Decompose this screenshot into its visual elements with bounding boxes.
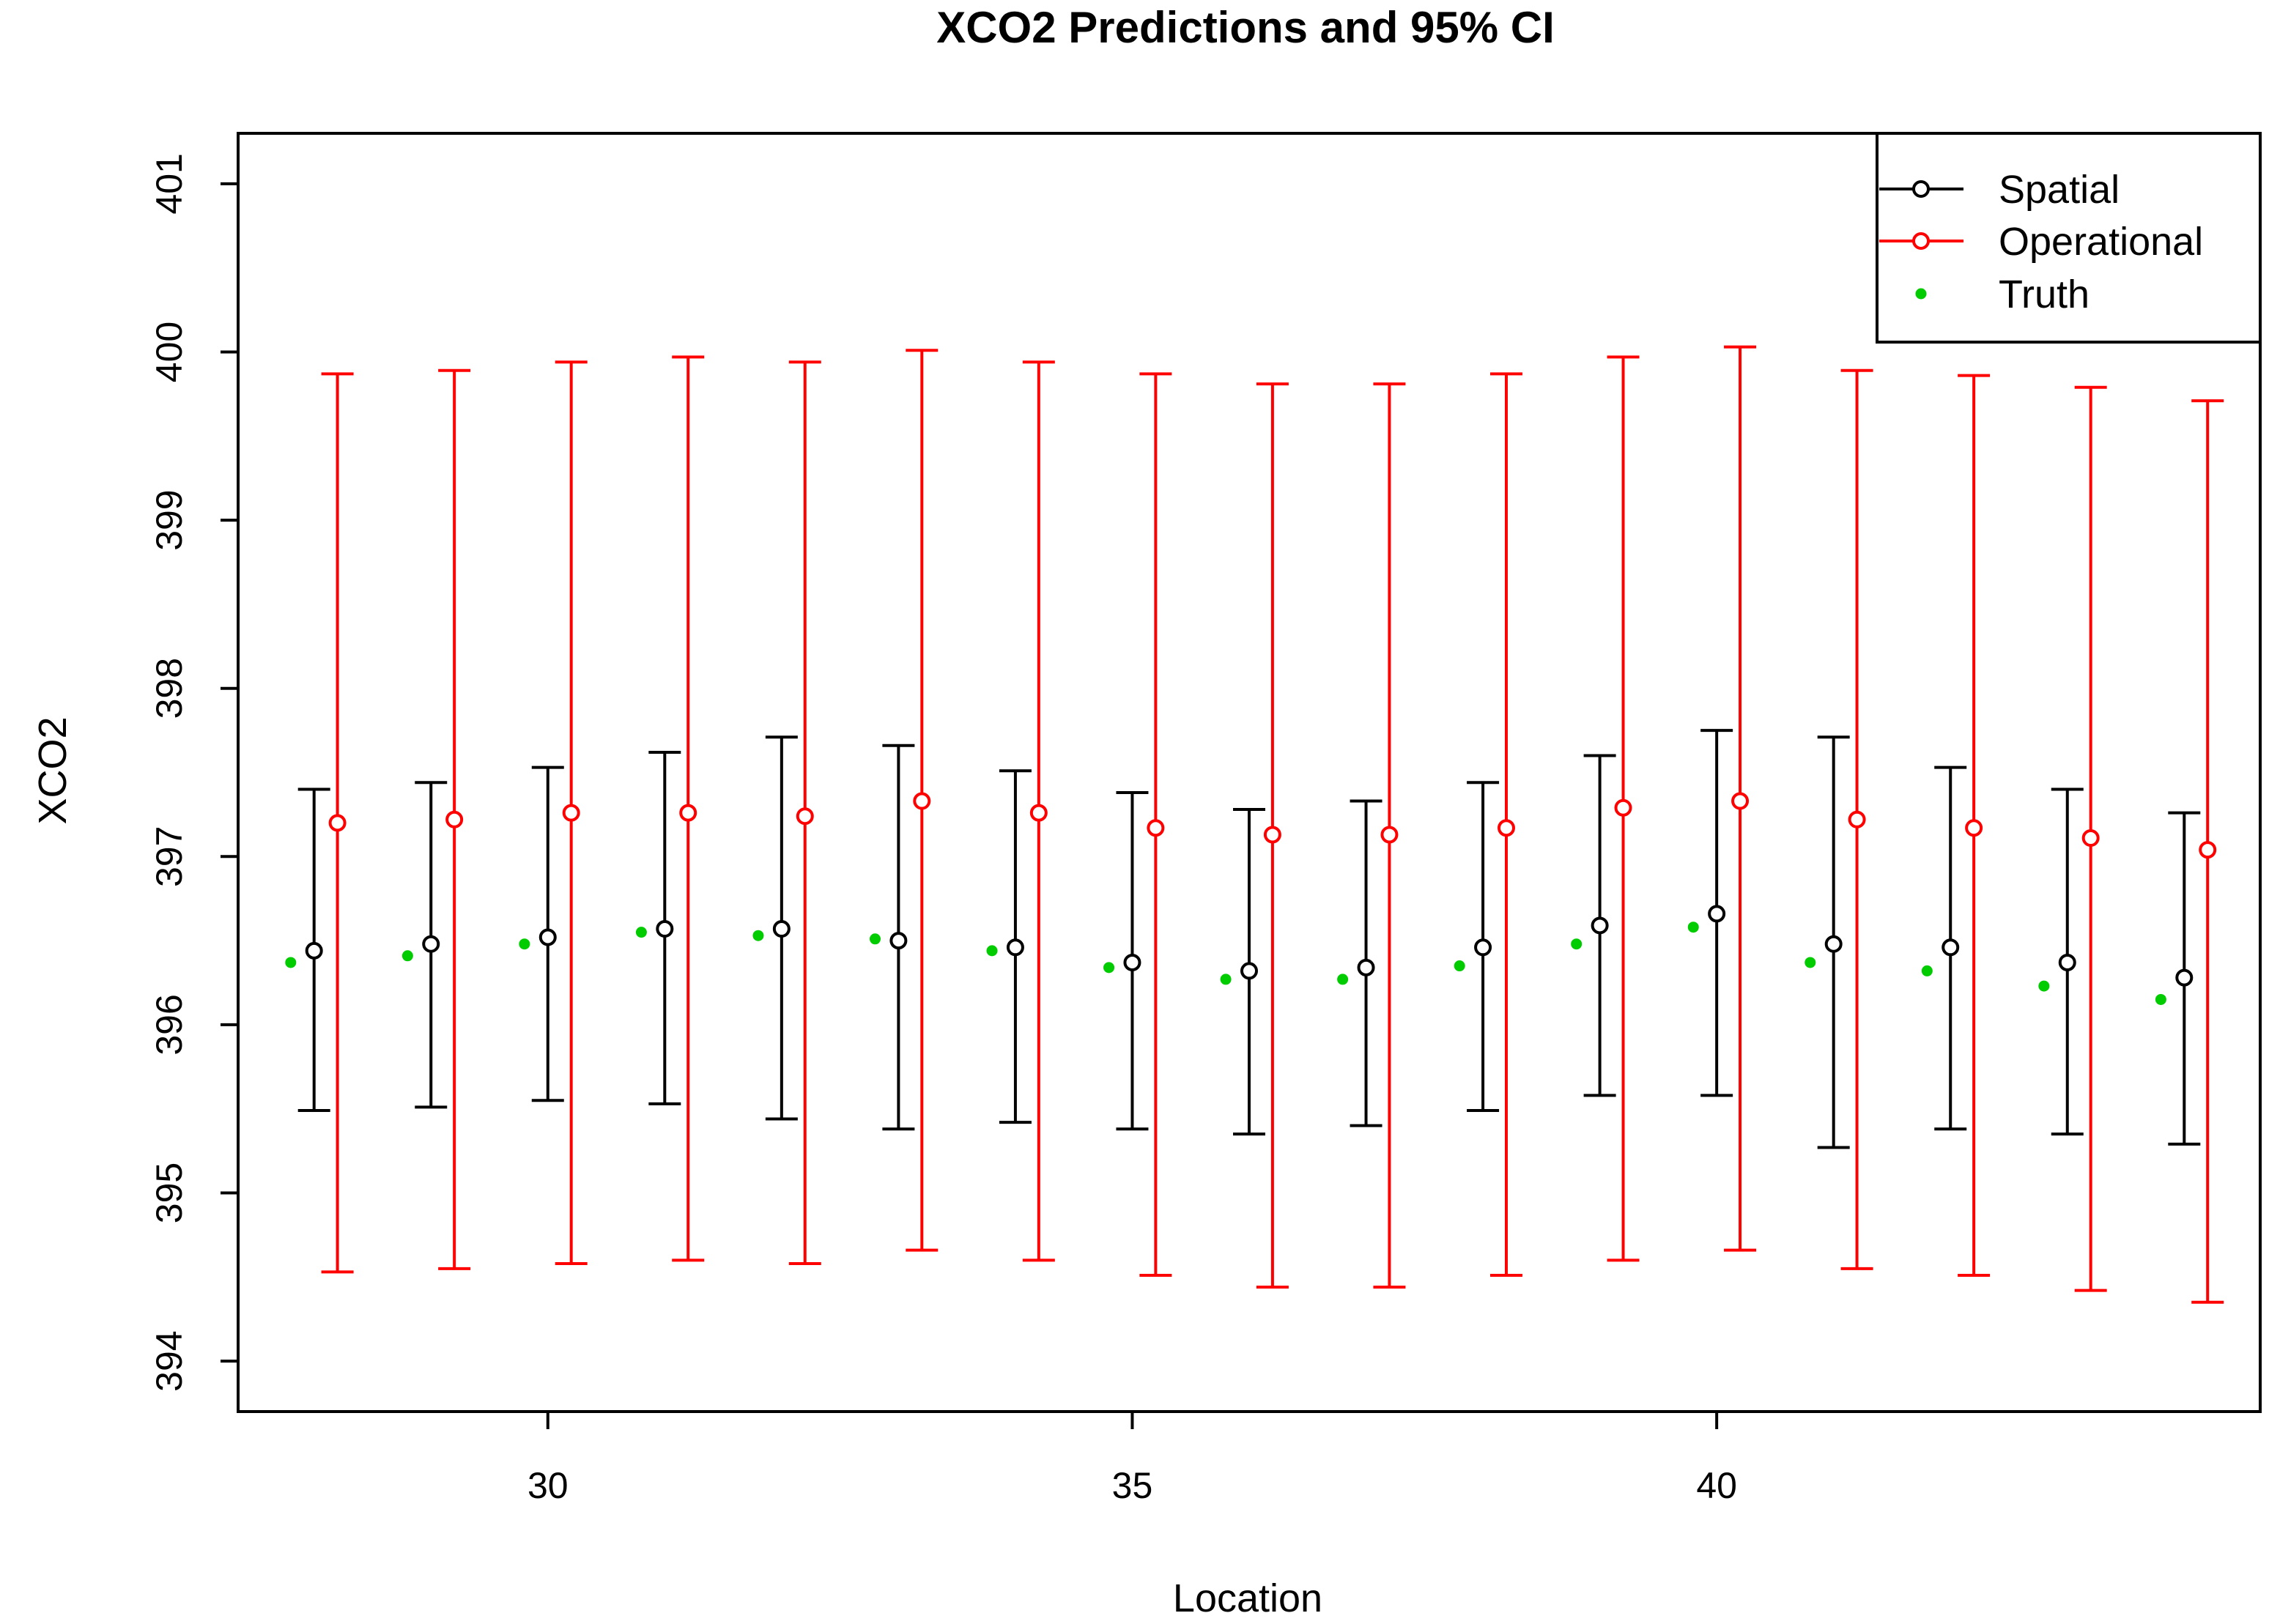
x-tick-label: 40 bbox=[1696, 1465, 1737, 1506]
operational-point bbox=[1965, 819, 1983, 837]
y-tick-label: 398 bbox=[149, 658, 190, 719]
operational-point bbox=[2081, 829, 2100, 848]
chart-legend: Spatial Operational Truth bbox=[1876, 132, 2262, 344]
operational-point bbox=[562, 804, 580, 822]
operational-point bbox=[1614, 798, 1632, 817]
truth-point bbox=[1454, 960, 1465, 972]
y-tick-label: 397 bbox=[149, 826, 190, 887]
legend-truth-symbol bbox=[1915, 288, 1927, 300]
legend-spatial-label: Spatial bbox=[1999, 168, 2120, 212]
spatial-point bbox=[889, 932, 908, 950]
x-tick-label: 35 bbox=[1112, 1465, 1153, 1506]
truth-point bbox=[1805, 957, 1816, 968]
operational-point bbox=[1848, 810, 1866, 828]
x-axis-title: Location bbox=[1173, 1576, 1322, 1620]
operational-point bbox=[445, 810, 464, 828]
truth-point bbox=[2038, 980, 2050, 992]
truth-point bbox=[1337, 974, 1349, 985]
y-tick-label: 395 bbox=[149, 1163, 190, 1223]
spatial-point bbox=[772, 920, 791, 938]
y-axis-title: XCO2 bbox=[31, 716, 75, 824]
truth-point bbox=[2155, 993, 2166, 1005]
y-tick-label: 400 bbox=[149, 322, 190, 382]
truth-point bbox=[1103, 962, 1115, 974]
legend-operational-symbol bbox=[1912, 232, 1930, 250]
y-tick-label: 394 bbox=[149, 1330, 190, 1391]
operational-point bbox=[679, 804, 697, 822]
operational-point bbox=[2199, 841, 2217, 859]
plot-area-frame bbox=[237, 132, 2262, 1413]
y-tick-label: 401 bbox=[149, 153, 190, 214]
truth-point bbox=[986, 945, 998, 957]
spatial-point bbox=[1474, 938, 1492, 957]
spatial-point bbox=[1357, 958, 1375, 976]
legend-truth-label: Truth bbox=[1999, 272, 2090, 316]
truth-point bbox=[869, 933, 881, 945]
truth-point bbox=[1571, 938, 1583, 950]
spatial-point bbox=[538, 928, 557, 946]
truth-point bbox=[285, 957, 297, 968]
spatial-point bbox=[305, 941, 323, 960]
spatial-point bbox=[1240, 962, 1258, 980]
spatial-point bbox=[2058, 953, 2076, 971]
operational-point bbox=[1497, 819, 1515, 837]
truth-point bbox=[752, 930, 764, 941]
operational-point bbox=[1029, 804, 1048, 822]
truth-point bbox=[1687, 922, 1699, 933]
x-tick-label: 30 bbox=[528, 1465, 569, 1506]
truth-point bbox=[1921, 965, 1933, 976]
operational-point bbox=[1380, 826, 1399, 844]
spatial-point bbox=[1123, 953, 1141, 971]
operational-point bbox=[328, 814, 347, 832]
chart-marks bbox=[285, 345, 2224, 1304]
spatial-point bbox=[1942, 938, 1960, 957]
spatial-point bbox=[1708, 905, 1726, 923]
truth-point bbox=[1220, 974, 1232, 985]
legend-operational-label: Operational bbox=[1999, 220, 2203, 264]
spatial-point bbox=[422, 935, 440, 953]
operational-point bbox=[1263, 826, 1281, 844]
spatial-point bbox=[1591, 916, 1609, 935]
spatial-point bbox=[656, 920, 674, 938]
operational-point bbox=[913, 792, 931, 810]
truth-point bbox=[635, 927, 647, 938]
truth-point bbox=[401, 950, 413, 962]
legend-box bbox=[1876, 132, 2262, 344]
legend-spatial-symbol bbox=[1912, 180, 1930, 198]
spatial-point bbox=[2175, 968, 2194, 987]
y-tick-label: 396 bbox=[149, 994, 190, 1055]
truth-point bbox=[519, 938, 530, 950]
chart-axes: 30 35 40 394 395 396 397 398 399 400 401 bbox=[149, 153, 1737, 1506]
spatial-point bbox=[1006, 938, 1024, 957]
spatial-point bbox=[1824, 935, 1843, 953]
chart-title: XCO2 Predictions and 95% CI bbox=[936, 3, 1555, 52]
operational-point bbox=[1731, 792, 1750, 810]
y-tick-label: 399 bbox=[149, 489, 190, 550]
operational-point bbox=[796, 807, 814, 826]
operational-point bbox=[1147, 819, 1165, 837]
